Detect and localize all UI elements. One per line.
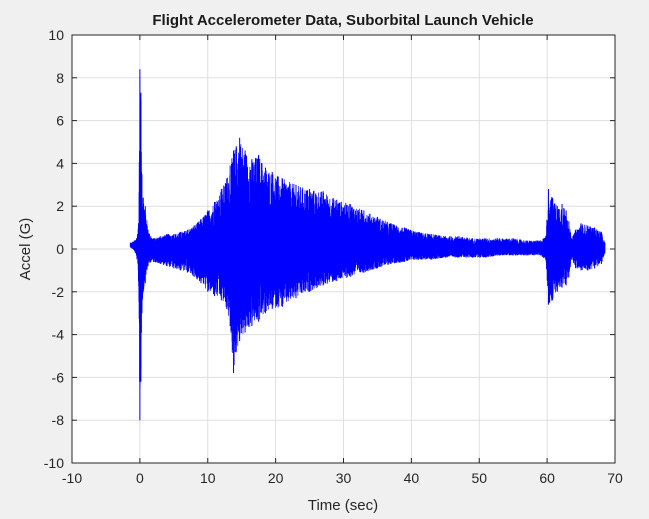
y-tick-label: 6: [56, 113, 64, 129]
y-axis-label: Accel (G): [17, 218, 34, 281]
x-tick-label: 60: [539, 470, 555, 486]
chart-title: Flight Accelerometer Data, Suborbital La…: [152, 12, 533, 29]
y-tick-label: -6: [52, 369, 65, 385]
x-tick-label: 10: [200, 470, 216, 486]
x-tick-label: 20: [268, 470, 284, 486]
y-tick-label: 4: [56, 155, 64, 171]
y-tick-label: -8: [52, 412, 65, 428]
axis-tick-labels: -10 0 10 20 30 40 50 60 70 -10 -8 -6 -4 -2 0 2 4 6 8 10: [44, 27, 623, 486]
x-axis-label: Time (sec): [308, 497, 378, 514]
y-tick-label: 2: [56, 198, 64, 214]
plot-area: [129, 69, 606, 421]
accel-series-line: [130, 77, 606, 389]
x-tick-label: 70: [607, 470, 623, 486]
x-tick-label: 30: [336, 470, 352, 486]
y-tick-label: -4: [52, 327, 65, 343]
y-tick-label: 0: [56, 241, 64, 257]
y-tick-label: -10: [44, 455, 64, 471]
x-tick-label: 40: [404, 470, 420, 486]
y-tick-label: 10: [48, 27, 64, 43]
axis-ticks: [71, 34, 616, 464]
x-tick-label: 0: [136, 470, 144, 486]
y-tick-label: -2: [52, 284, 65, 300]
x-tick-label: 50: [471, 470, 487, 486]
x-tick-label: -10: [62, 470, 82, 486]
y-tick-label: 8: [56, 70, 64, 86]
